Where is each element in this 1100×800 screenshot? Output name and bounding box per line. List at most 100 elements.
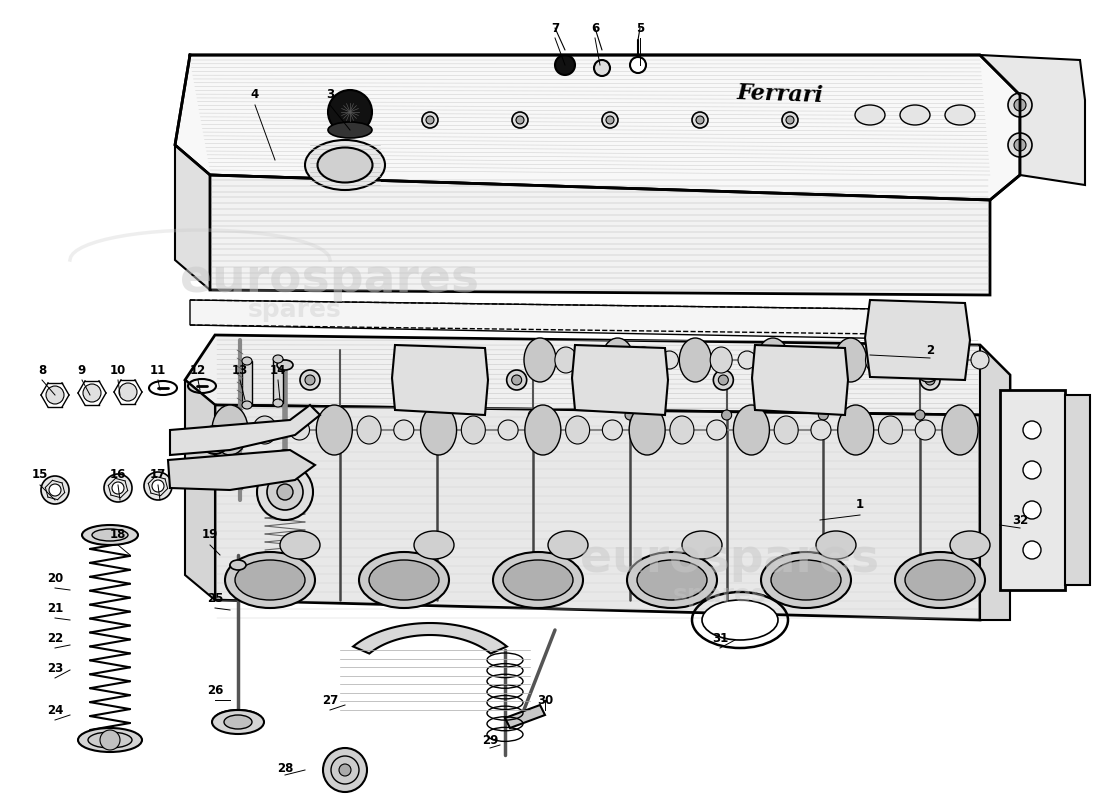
Ellipse shape: [895, 552, 984, 608]
Circle shape: [305, 375, 315, 385]
Ellipse shape: [757, 338, 789, 382]
Circle shape: [433, 375, 447, 389]
Text: 4: 4: [251, 89, 260, 102]
Ellipse shape: [253, 416, 277, 444]
Ellipse shape: [950, 531, 990, 559]
Circle shape: [512, 375, 521, 385]
Ellipse shape: [912, 338, 944, 382]
Polygon shape: [185, 335, 1010, 415]
Polygon shape: [353, 623, 507, 654]
Circle shape: [82, 384, 101, 402]
Ellipse shape: [945, 105, 975, 125]
Polygon shape: [210, 175, 990, 295]
Ellipse shape: [838, 405, 873, 455]
Ellipse shape: [305, 140, 385, 190]
Ellipse shape: [603, 420, 623, 440]
Ellipse shape: [774, 416, 799, 444]
Ellipse shape: [548, 531, 588, 559]
Circle shape: [606, 116, 614, 124]
Ellipse shape: [835, 338, 867, 382]
Circle shape: [277, 484, 293, 500]
Circle shape: [793, 375, 807, 389]
Bar: [242, 361, 252, 405]
Polygon shape: [572, 345, 668, 415]
Ellipse shape: [702, 600, 778, 640]
Ellipse shape: [879, 416, 902, 444]
Circle shape: [613, 375, 627, 389]
Ellipse shape: [368, 560, 439, 600]
Ellipse shape: [942, 405, 978, 455]
Circle shape: [925, 375, 935, 385]
Text: 20: 20: [47, 571, 63, 585]
Circle shape: [50, 484, 60, 496]
Ellipse shape: [855, 105, 886, 125]
Circle shape: [201, 426, 229, 454]
Circle shape: [610, 370, 630, 390]
Text: 26: 26: [207, 683, 223, 697]
Circle shape: [771, 373, 789, 391]
Ellipse shape: [706, 420, 727, 440]
Ellipse shape: [420, 405, 456, 455]
Ellipse shape: [280, 531, 320, 559]
Circle shape: [883, 331, 901, 349]
Text: 27: 27: [322, 694, 338, 706]
Ellipse shape: [461, 416, 485, 444]
Circle shape: [323, 748, 367, 792]
Text: 15: 15: [32, 469, 48, 482]
Text: 9: 9: [78, 363, 86, 377]
Text: 16: 16: [110, 469, 126, 482]
Ellipse shape: [682, 531, 722, 559]
Circle shape: [507, 370, 527, 390]
Circle shape: [512, 112, 528, 128]
Circle shape: [528, 410, 538, 420]
Text: 17: 17: [150, 469, 166, 482]
Circle shape: [556, 55, 575, 75]
Text: 28: 28: [277, 762, 294, 774]
Ellipse shape: [242, 401, 252, 409]
Text: 11: 11: [150, 363, 166, 377]
Circle shape: [336, 410, 345, 420]
Ellipse shape: [224, 715, 252, 729]
Ellipse shape: [660, 351, 679, 369]
Ellipse shape: [226, 552, 315, 608]
Text: 19: 19: [201, 529, 218, 542]
Circle shape: [818, 410, 828, 420]
Circle shape: [1023, 461, 1041, 479]
Circle shape: [408, 375, 418, 385]
Polygon shape: [175, 145, 210, 290]
Ellipse shape: [317, 405, 352, 455]
Circle shape: [1014, 99, 1026, 111]
Circle shape: [208, 433, 222, 447]
Circle shape: [339, 764, 351, 776]
Ellipse shape: [565, 416, 590, 444]
Ellipse shape: [866, 347, 888, 373]
Ellipse shape: [670, 416, 694, 444]
Circle shape: [411, 373, 429, 391]
Ellipse shape: [78, 728, 142, 752]
Circle shape: [516, 116, 524, 124]
Circle shape: [816, 370, 837, 390]
Text: 23: 23: [47, 662, 63, 674]
Ellipse shape: [811, 420, 830, 440]
Text: eurospares: eurospares: [581, 538, 880, 582]
Ellipse shape: [738, 351, 756, 369]
Ellipse shape: [602, 338, 634, 382]
Ellipse shape: [318, 147, 373, 182]
Ellipse shape: [554, 347, 576, 373]
Circle shape: [1014, 139, 1026, 151]
Ellipse shape: [273, 399, 283, 407]
Text: 14: 14: [270, 363, 286, 377]
Polygon shape: [392, 345, 488, 415]
Ellipse shape: [277, 360, 293, 370]
Polygon shape: [980, 55, 1085, 185]
Circle shape: [431, 410, 442, 420]
Circle shape: [718, 375, 728, 385]
Circle shape: [300, 370, 320, 390]
Text: 10: 10: [110, 363, 126, 377]
Circle shape: [786, 368, 814, 396]
Circle shape: [615, 375, 625, 385]
Ellipse shape: [82, 525, 138, 545]
Bar: [273, 359, 283, 403]
Circle shape: [404, 370, 424, 390]
Circle shape: [811, 373, 829, 391]
